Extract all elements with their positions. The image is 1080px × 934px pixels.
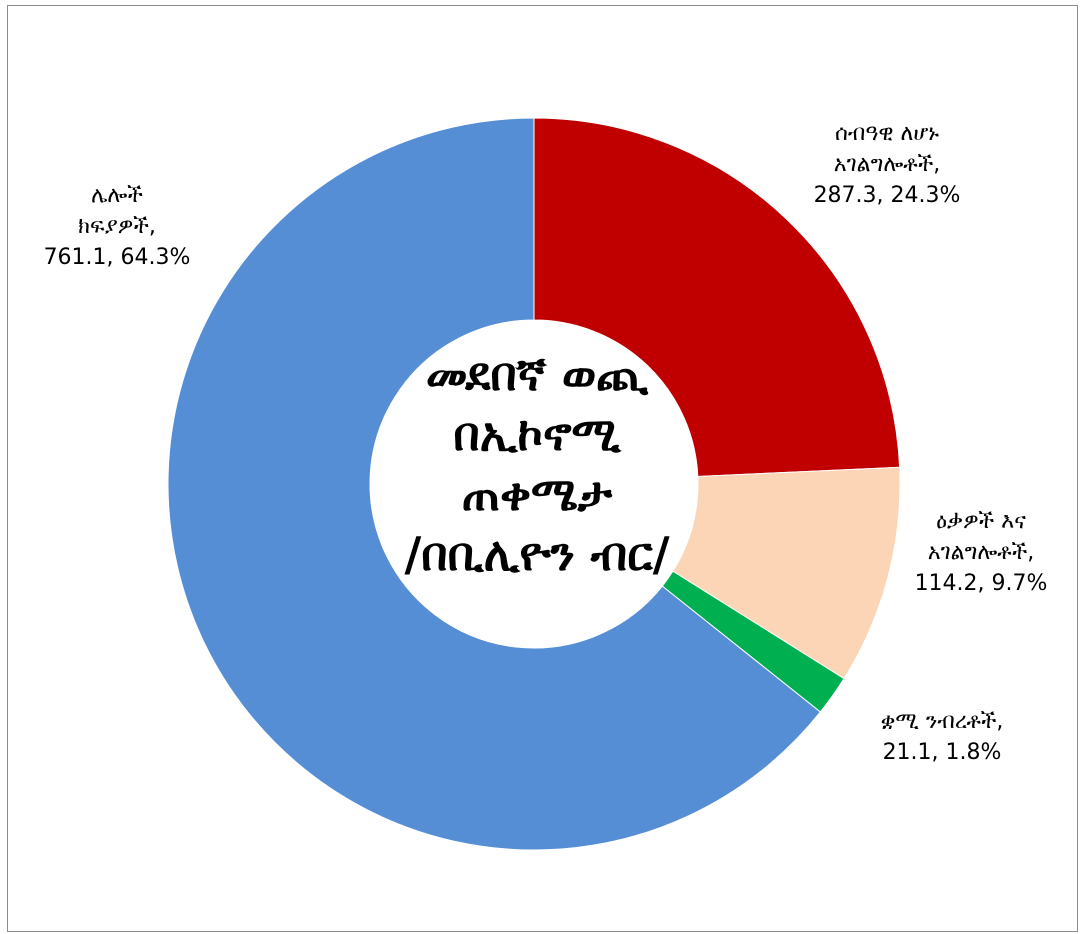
slice-humanitarian bbox=[533, 117, 901, 478]
slice-name-line: ቋሚ ንብረቶች, bbox=[880, 709, 1004, 734]
data-label-fixed-assets: ቋሚ ንብረቶች, 21.1, 1.8% bbox=[832, 706, 1052, 768]
center-title-line: መደበኛ ወጪ bbox=[425, 347, 649, 401]
slice-name-line: ሰብዓዊ ለሆኑ bbox=[834, 121, 940, 146]
data-label-humanitarian: ሰብዓዊ ለሆኑ አገልግሎቶች, 287.3, 24.3% bbox=[772, 118, 1002, 211]
slice-name-line: አገልግሎቶች, bbox=[927, 540, 1035, 565]
center-title-line: /በቢሊዮን ብር/ bbox=[404, 527, 670, 581]
slice-name-line: አገልግሎቶች, bbox=[833, 152, 941, 177]
slice-value: 114.2, 9.7% bbox=[914, 571, 1048, 596]
chart-center-title: መደበኛ ወጪ በኢኮኖሚ ጠቀሜታ /በቢሊዮን ብር/ bbox=[374, 344, 700, 584]
data-label-goods-services: ዕቃዎች እና አገልግሎቶች, 114.2, 9.7% bbox=[884, 506, 1078, 599]
slice-name-line: ዕቃዎች እና bbox=[936, 509, 1026, 534]
slice-value: 761.1, 64.3% bbox=[43, 245, 191, 270]
data-label-other-payments: ሌሎች ክፍያዎች, 761.1, 64.3% bbox=[12, 180, 222, 273]
slice-value: 21.1, 1.8% bbox=[882, 740, 1002, 765]
slice-other-payments bbox=[167, 117, 822, 851]
slice-name-line: ክፍያዎች, bbox=[78, 214, 156, 239]
slice-value: 287.3, 24.3% bbox=[813, 183, 961, 208]
chart-frame bbox=[7, 5, 1078, 932]
slice-name-line: ሌሎች bbox=[91, 183, 143, 208]
center-title-line: ጠቀሜታ bbox=[461, 467, 613, 521]
center-title-line: በኢኮኖሚ bbox=[453, 407, 621, 461]
